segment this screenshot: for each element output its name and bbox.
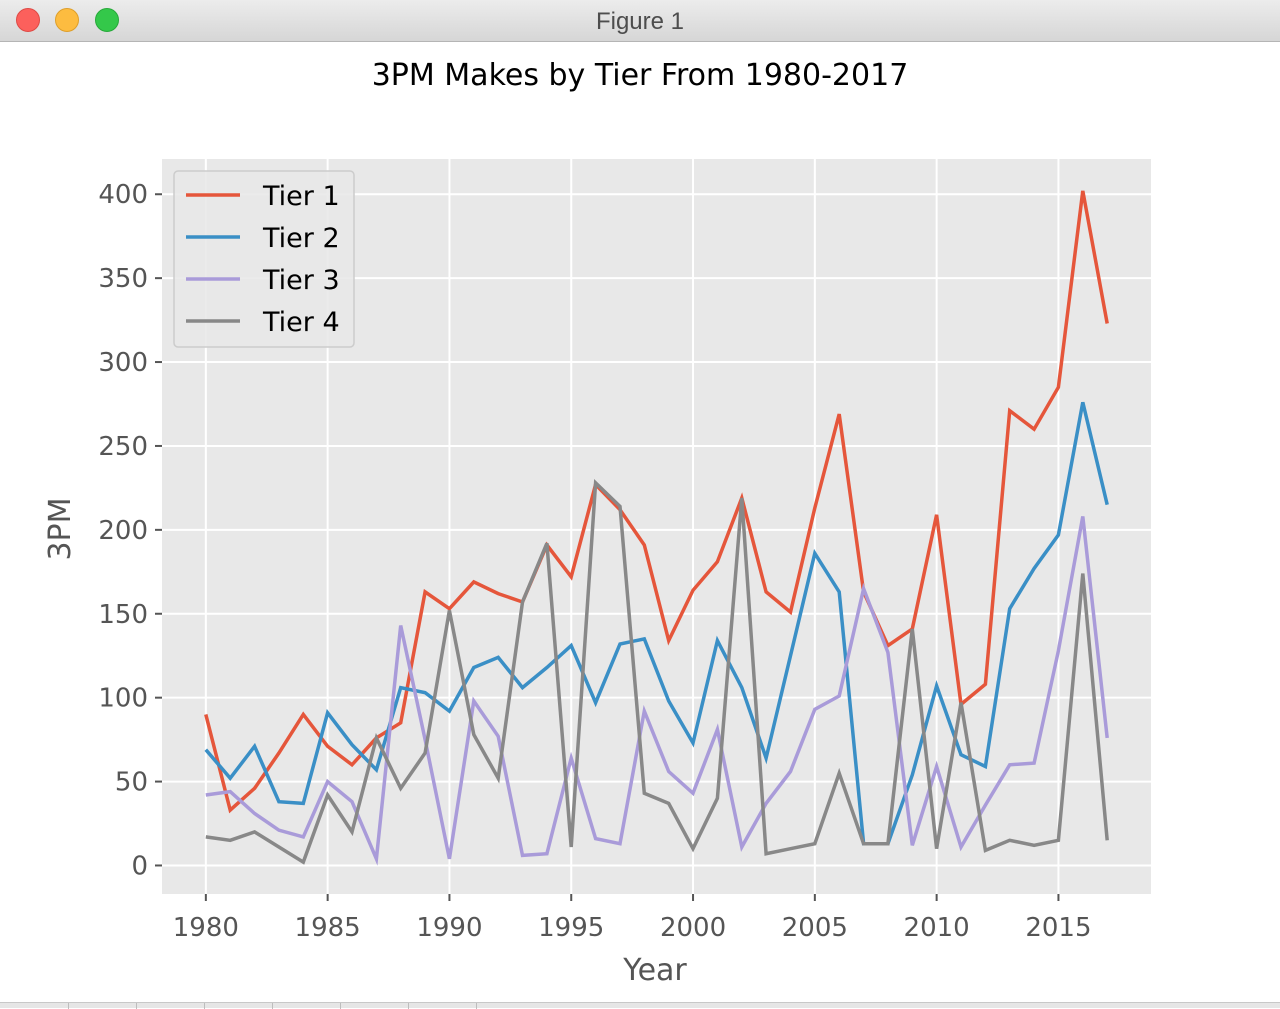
close-window-button[interactable] [16,8,40,32]
chart-title: 3PM Makes by Tier From 1980-2017 [372,58,909,93]
series-line-tier-4 [205,479,1109,865]
x-tick-label: 1990 [416,913,482,943]
y-axis-label: 3PM [43,497,78,560]
legend-label: Tier 3 [262,265,340,296]
status-segment [408,1003,477,1009]
y-tick-label: 400 [98,180,148,210]
y-tick-label: 200 [98,516,148,546]
figure-canvas: 3PM Makes by Tier From 1980-2017 1980 198… [0,42,1280,1002]
series-lines [204,190,1109,866]
y-tick-label: 250 [98,432,148,462]
zoom-window-button[interactable] [95,8,119,32]
status-bar [0,1002,1280,1009]
legend-label: Tier 4 [262,307,340,338]
x-tick-label: 1995 [538,913,604,943]
chart: 3PM Makes by Tier From 1980-2017 1980 198… [43,58,1151,988]
y-tick-label: 0 [131,851,148,881]
y-tick-label: 100 [98,684,148,714]
status-segment [340,1003,409,1009]
x-tick-label: 1980 [173,913,239,943]
status-segment [0,1003,69,1009]
legend-box [173,170,355,348]
status-segment [68,1003,137,1009]
x-tick-label: 2010 [904,913,970,943]
legend-label: Tier 2 [262,223,340,254]
y-tick-label: 150 [98,600,148,630]
series-line-tier-1 [204,190,1109,814]
x-tick-label: 2000 [660,913,726,943]
x-tick-label: 2005 [782,913,848,943]
x-tick-label: 2015 [1025,913,1091,943]
x-axis-label: Year [622,953,687,988]
legend-label: Tier 1 [262,181,340,212]
status-segment [272,1003,341,1009]
status-segment [204,1003,273,1009]
minimize-window-button[interactable] [55,8,79,32]
legend: Tier 1 Tier 2 Tier 3 Tier 4 [173,170,355,348]
window-title: Figure 1 [595,8,685,35]
y-tick-label: 350 [98,264,148,294]
x-tick-label: 1985 [295,913,361,943]
y-tick-label: 300 [98,348,148,378]
status-segment [136,1003,205,1009]
series-line-tier-2 [204,401,1109,846]
axis-ticks: 1980 1985 1990 1995 2000 2005 2010 2015 0 50 100 15… [98,180,1091,943]
y-tick-label: 50 [115,768,148,798]
window-titlebar: Figure 1 [0,0,1280,42]
